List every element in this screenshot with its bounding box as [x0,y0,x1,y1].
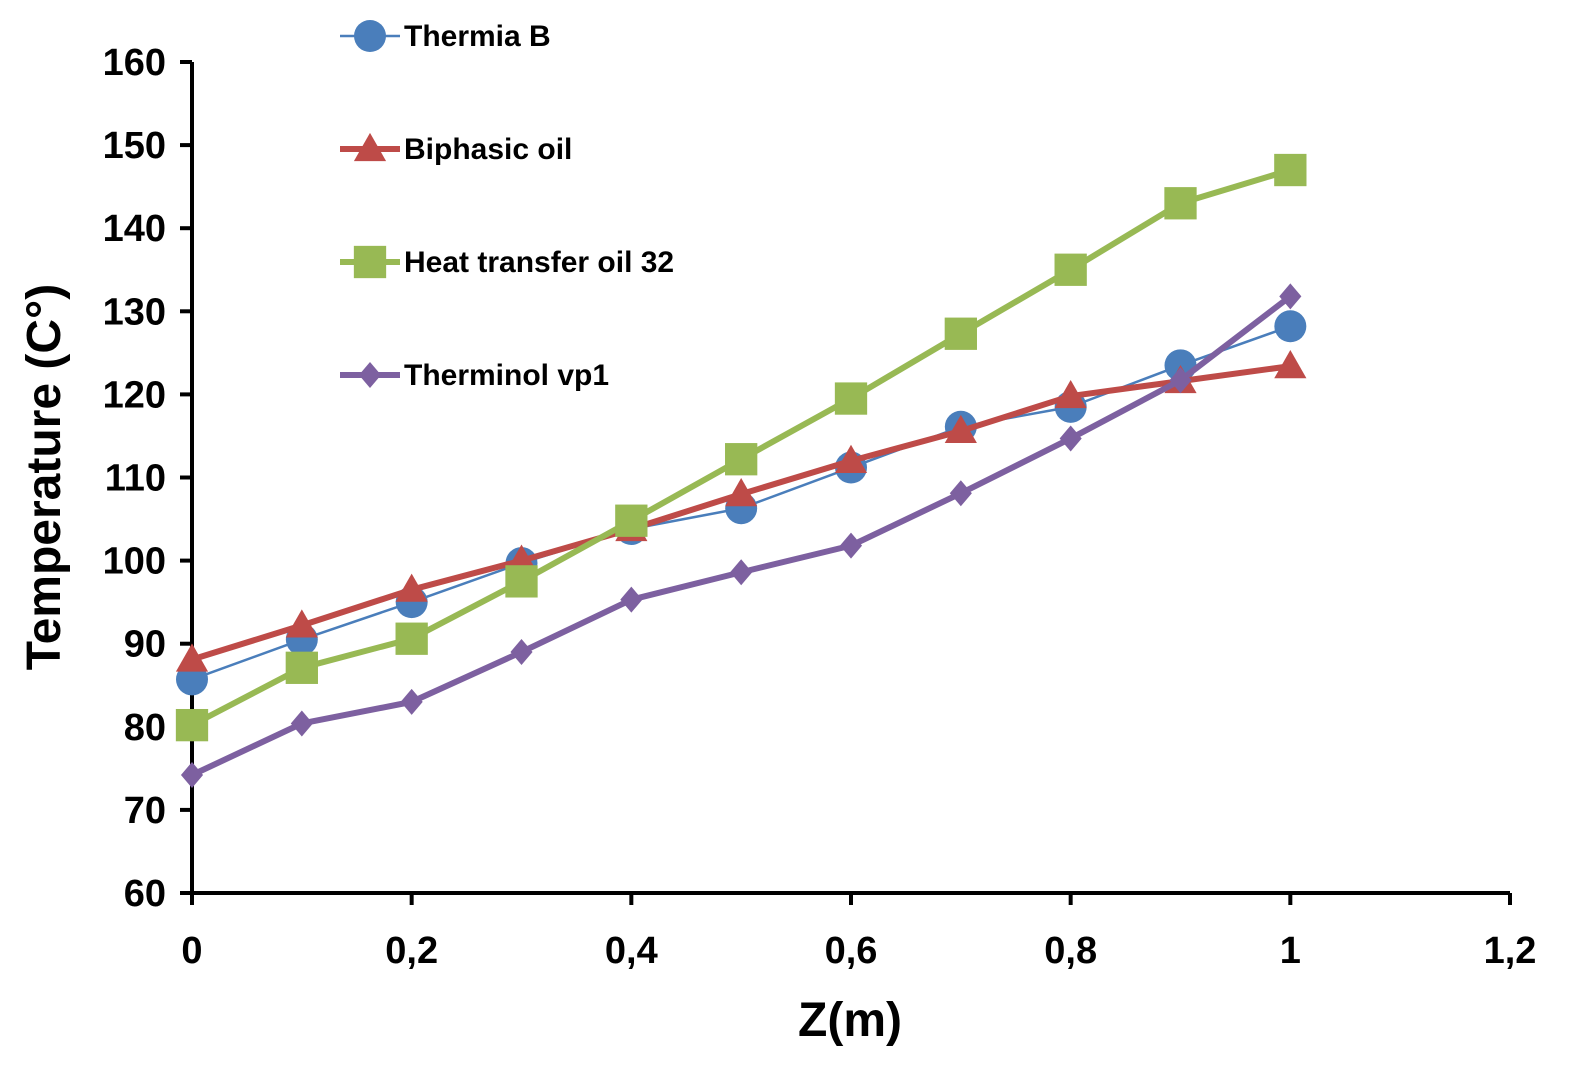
y-tick-label: 140 [103,208,166,250]
legend-marker [354,20,386,52]
data-point [944,414,977,444]
data-point [834,444,868,473]
data-point [1274,350,1307,379]
data-point [285,651,318,684]
x-tick-label: 0,8 [1044,930,1097,972]
legend-label: Thermia B [404,20,551,53]
axes: 60 70 80 90 100 110 120 130 140 150 160 0 0,2 0,4 0,6 0… [103,42,1537,972]
legend-marker [358,362,382,388]
data-point [180,761,204,788]
data-point [834,382,868,415]
data-point [725,478,758,507]
data-point [290,710,313,737]
data-point [839,532,863,559]
data-point [949,480,972,507]
data-point [1274,153,1307,187]
data-point [944,317,977,350]
y-tick-label: 120 [103,374,166,416]
y-tick-label: 70 [124,790,166,832]
y-tick-label: 90 [124,624,166,666]
data-point [725,443,758,476]
x-tick-label: 0 [181,930,202,972]
data-point [395,622,428,655]
x-tick-label: 0,6 [825,930,878,972]
series-line [190,293,1293,778]
data-point [395,573,428,602]
data-point [730,559,753,586]
legend: Thermia B Biphasic oil Heat transfer oil 3… [340,20,674,392]
legend-marker [353,245,387,279]
legend-label: Heat transfer oil 32 [404,246,674,279]
y-tick-label: 110 [105,458,166,500]
legend-item: Thermia B [340,20,551,53]
y-axis-title: Temperature (C°) [18,284,71,670]
data-point [1164,187,1197,220]
x-tick-label: 0,2 [385,930,438,972]
series-therminol-vp1 [180,283,1302,788]
legend-label: Therminol vp1 [404,359,609,392]
data-point [1054,379,1087,409]
data-point [175,643,209,672]
legend-item: Therminol vp1 [340,359,609,392]
legend-marker [353,132,387,162]
data-point [1169,367,1192,394]
series-heat-transfer-oil-32 [175,153,1307,742]
legend-label: Biphasic oil [404,133,572,166]
data-point [1279,283,1302,310]
data-point [615,504,648,537]
y-tick-label: 150 [103,125,166,167]
y-tick-label: 130 [103,291,166,333]
x-tick-label: 1 [1280,930,1301,972]
data-point [285,609,318,638]
series-layer [175,153,1307,788]
data-point [1274,310,1307,343]
data-point [175,708,209,742]
legend-item: Biphasic oil [340,132,572,166]
x-tick-label: 0,4 [605,930,658,972]
data-point [1054,253,1087,286]
data-point [505,565,538,598]
data-point [400,688,423,715]
x-axis-title: Z(m) [798,994,902,1047]
y-tick-label: 160 [103,42,166,84]
legend-item: Heat transfer oil 32 [340,245,674,279]
data-point [1059,425,1082,452]
y-tick-label: 80 [124,707,166,749]
data-point [510,639,533,666]
y-tick-label: 100 [103,541,166,583]
x-tick-label: 1,2 [1484,930,1537,972]
data-point [620,586,643,613]
y-tick-label: 60 [124,873,166,915]
